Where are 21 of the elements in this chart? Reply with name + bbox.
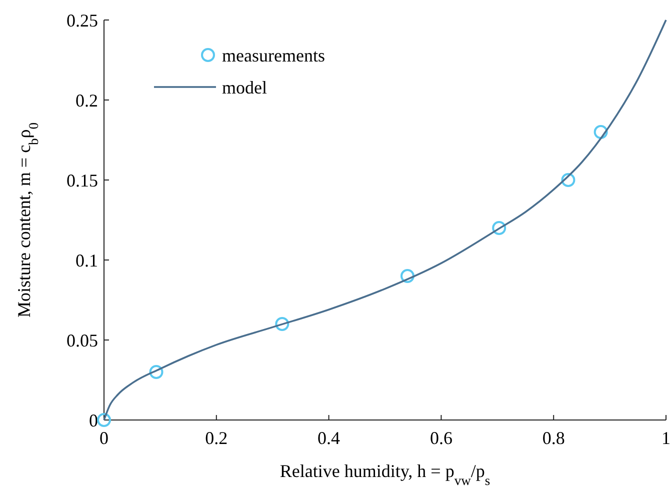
x-tick-label: 1 (662, 428, 670, 448)
point (594, 125, 608, 139)
y-tick-label: 0.05 (66, 330, 98, 350)
point (149, 365, 164, 379)
y-tick-label: 0.1 (76, 250, 98, 270)
x-axis-title: Relative humidity, h = p$_{vw}$/p$_{s}$ (280, 461, 490, 488)
y-tick-label: 0.25 (66, 10, 98, 30)
legend-label: model (222, 77, 267, 98)
x-tick-label: 0.4 (318, 428, 340, 448)
x-tick-label: 0.6 (430, 428, 452, 448)
point (275, 317, 290, 331)
point (492, 221, 506, 235)
x-tick-label: 0.8 (542, 428, 565, 448)
point (97, 413, 111, 427)
y-tick-label: 0.15 (66, 170, 98, 190)
y-tick-label: 0.2 (76, 90, 98, 110)
legend-label: measurements (222, 45, 325, 66)
x-tick-label: 0.2 (205, 428, 228, 448)
point (400, 269, 414, 283)
point (561, 173, 576, 187)
y-tick-label: 0 (89, 410, 98, 430)
